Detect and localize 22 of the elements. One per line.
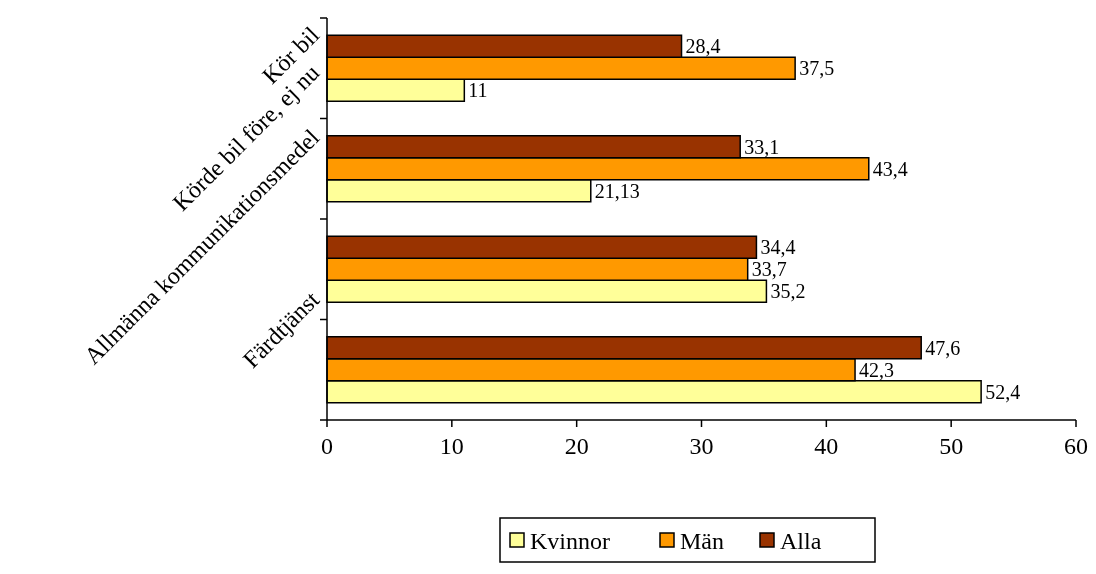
x-tick-label: 0	[321, 433, 333, 459]
data-label: 52,4	[985, 380, 1021, 403]
x-tick-label: 40	[814, 433, 839, 459]
legend-label: Män	[680, 528, 724, 554]
x-tick-label: 50	[939, 433, 964, 459]
data-label: 28,4	[685, 35, 721, 58]
data-label: 33,7	[751, 258, 787, 281]
data-label: 11	[468, 79, 488, 102]
x-tick-label: 10	[439, 433, 464, 459]
data-label: 21,13	[594, 179, 640, 202]
data-label: 37,5	[799, 57, 835, 80]
x-tick-label: 60	[1064, 433, 1088, 459]
data-label: 47,6	[925, 336, 961, 359]
data-label: 43,4	[872, 157, 908, 180]
legend-label: Alla	[780, 528, 822, 554]
x-tick-label: 30	[689, 433, 714, 459]
data-label: 34,4	[760, 236, 796, 259]
data-label: 35,2	[770, 280, 806, 303]
data-label: 42,3	[859, 358, 895, 381]
x-tick-label: 20	[564, 433, 589, 459]
data-label: 33,1	[744, 135, 780, 158]
legend-label: Kvinnor	[530, 528, 610, 554]
